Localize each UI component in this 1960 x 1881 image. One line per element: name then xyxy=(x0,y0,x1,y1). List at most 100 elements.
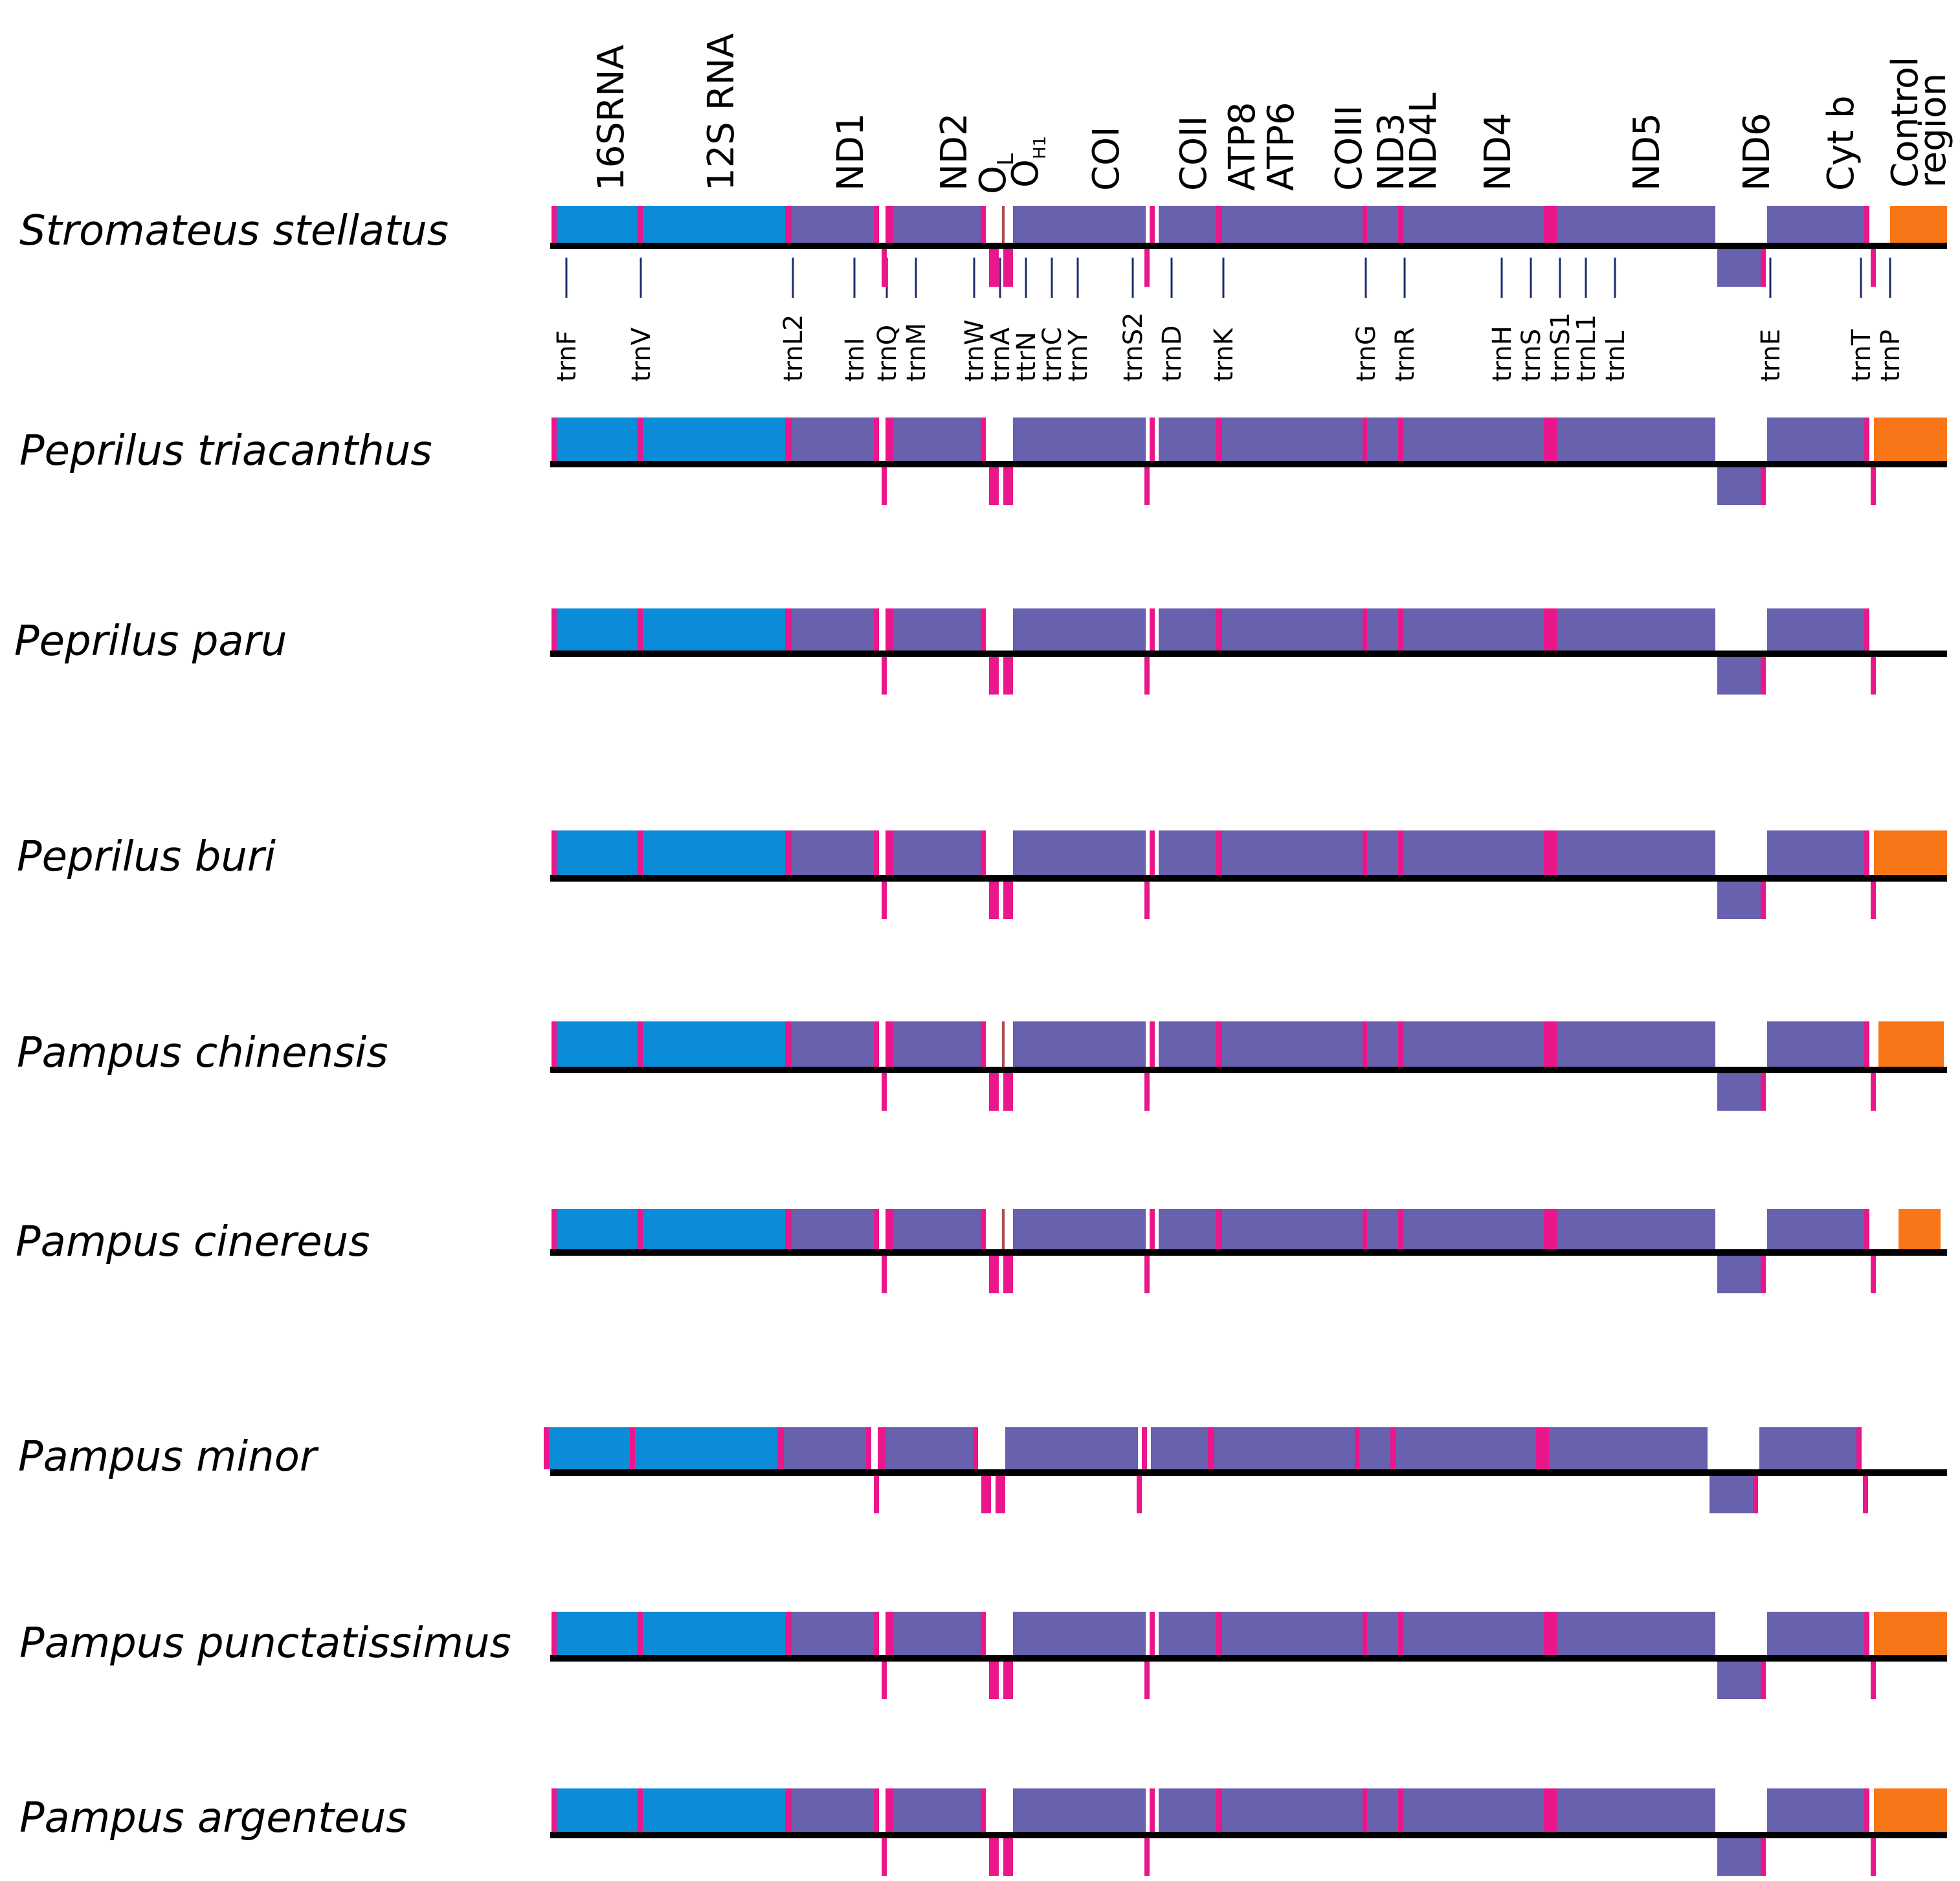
trna-block-lower xyxy=(1003,467,1013,505)
trna-block-lower xyxy=(989,467,999,505)
control-region-block xyxy=(1874,1788,1947,1832)
protein-block xyxy=(1367,608,1398,651)
trna-block-lower xyxy=(1003,1073,1013,1111)
trna-block xyxy=(1150,417,1155,461)
trna-block xyxy=(1864,608,1869,651)
trna-block xyxy=(1544,608,1550,651)
trna-block xyxy=(1864,830,1869,875)
trna-label-trnc: trnC xyxy=(1038,327,1067,382)
nd6-block xyxy=(1717,249,1761,287)
trna-block xyxy=(874,1788,879,1832)
gene-label-atp8: ATP8 xyxy=(1221,102,1264,191)
genome-backbone xyxy=(550,461,1947,467)
trna-block-lower xyxy=(981,1476,991,1513)
trna-block xyxy=(1363,1021,1367,1067)
trna-block xyxy=(630,1427,635,1469)
trna-block-lower xyxy=(1753,1476,1758,1513)
control-region-block xyxy=(1890,206,1947,243)
trna-block xyxy=(885,608,893,651)
control-label-line-2: region xyxy=(1912,73,1954,188)
trna-block xyxy=(1544,417,1550,461)
rrna-block xyxy=(643,830,785,875)
trna-block xyxy=(1856,1427,1862,1469)
protein-block xyxy=(1367,1209,1398,1249)
trna-block xyxy=(1150,1209,1155,1249)
protein-block xyxy=(893,608,981,651)
trna-block xyxy=(1550,1788,1557,1832)
trna-block xyxy=(1216,1021,1222,1067)
trna-block-lower xyxy=(996,1476,1005,1513)
trna-block xyxy=(874,1612,879,1655)
track-pampus-minor xyxy=(544,1427,1947,1513)
protein-block xyxy=(1403,417,1544,461)
trna-label-trnw: trnW xyxy=(960,320,990,382)
trna-label-trne: trnE xyxy=(1756,329,1786,382)
protein-block xyxy=(1767,1209,1864,1249)
trna-block-lower xyxy=(1003,1256,1013,1293)
gene-label-coi: COI xyxy=(1086,126,1128,191)
protein-block xyxy=(1013,206,1146,243)
trna-block xyxy=(885,1788,893,1832)
rrna-block xyxy=(643,1612,785,1655)
trna-label-trnq: trnQ xyxy=(873,325,902,382)
trna-block-lower xyxy=(989,1838,999,1876)
trna-label-trns2: trnS2 xyxy=(1119,312,1148,382)
trna-label-trnt: trnT xyxy=(1847,329,1876,382)
trna-block xyxy=(981,608,986,651)
origin-mark xyxy=(1002,206,1005,243)
protein-block xyxy=(1159,608,1216,651)
trna-block xyxy=(1363,608,1367,651)
protein-block xyxy=(1159,830,1216,875)
trna-block xyxy=(1550,1209,1557,1249)
protein-block xyxy=(1222,417,1295,461)
protein-block xyxy=(1367,1021,1398,1067)
trna-block-lower xyxy=(882,882,887,919)
genome-backbone xyxy=(550,1655,1947,1662)
gene-label-nd5: ND5 xyxy=(1626,113,1668,191)
gene-label-12s-rna: 12S RNA xyxy=(700,33,742,191)
trna-block xyxy=(885,1612,893,1655)
genome-backbone xyxy=(550,243,1947,249)
protein-block xyxy=(792,608,874,651)
trna-block xyxy=(638,830,643,875)
trna-block xyxy=(1864,206,1869,243)
genome-backbone xyxy=(550,651,1947,657)
trna-block xyxy=(1142,1427,1147,1469)
trna-block-lower xyxy=(1871,882,1876,919)
gene-label-atp6: ATP6 xyxy=(1260,102,1302,191)
protein-block xyxy=(1557,1021,1715,1067)
trna-label-trnl2: trnL2 xyxy=(779,314,808,382)
origin-labels: OL OH1 xyxy=(972,136,1050,194)
protein-block xyxy=(1403,206,1544,243)
trna-block-lower xyxy=(989,1256,999,1293)
trna-block xyxy=(551,206,557,243)
trna-block xyxy=(874,608,879,651)
trna-block xyxy=(785,1788,792,1832)
genome-backbone xyxy=(550,875,1947,882)
trna-block-lower xyxy=(1871,249,1876,287)
protein-block xyxy=(1403,830,1544,875)
protein-block xyxy=(1222,830,1295,875)
gene-label-nd6: ND6 xyxy=(1736,113,1778,191)
trna-block-lower xyxy=(1871,467,1876,505)
rrna-block xyxy=(557,608,638,651)
trna-block-lower xyxy=(989,657,999,695)
trna-block xyxy=(551,1209,557,1249)
control-region-block xyxy=(1874,417,1947,461)
trna-block xyxy=(1864,417,1869,461)
trna-block-lower xyxy=(882,1256,887,1293)
protein-block xyxy=(1557,608,1715,651)
rrna-block xyxy=(635,1427,777,1469)
trna-block-lower xyxy=(1003,657,1013,695)
trna-block xyxy=(638,1612,643,1655)
protein-block xyxy=(1367,206,1398,243)
protein-block xyxy=(1295,206,1363,243)
trna-block-lower xyxy=(1761,1838,1766,1876)
trna-block xyxy=(874,1021,879,1067)
protein-block xyxy=(893,206,981,243)
protein-block xyxy=(1403,1788,1544,1832)
trna-block xyxy=(785,1021,792,1067)
protein-block xyxy=(893,417,981,461)
trna-block-lower xyxy=(882,249,887,287)
protein-block xyxy=(1159,1021,1216,1067)
